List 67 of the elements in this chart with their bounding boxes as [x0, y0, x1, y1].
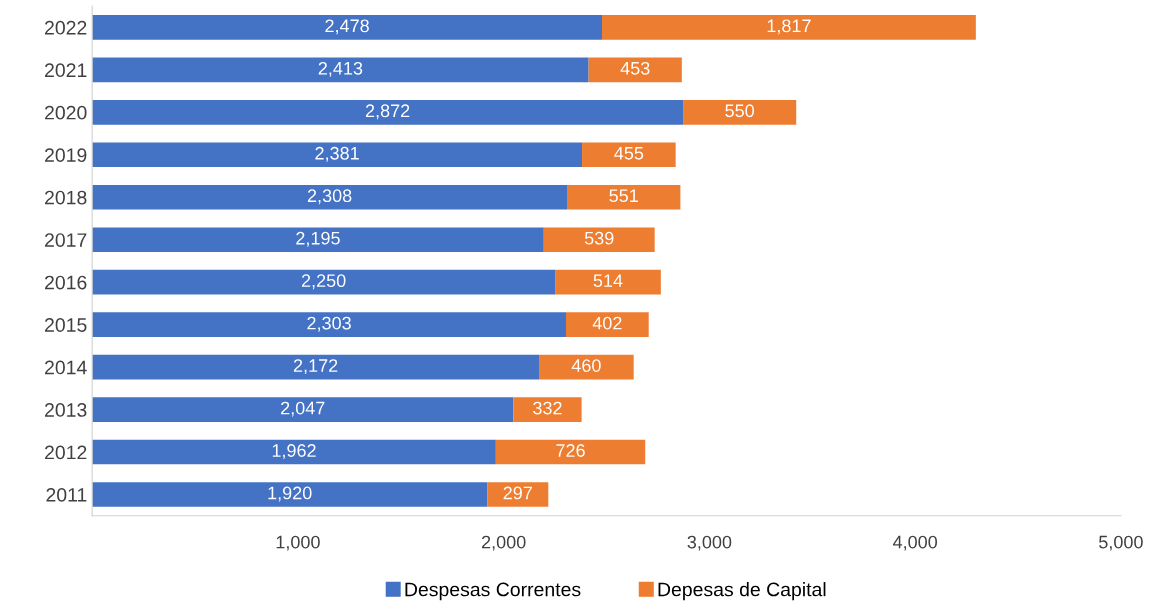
y-tick-label: 2013 — [45, 403, 87, 417]
y-tick-label: 2015 — [45, 318, 87, 332]
y-tick-label: 2020 — [45, 105, 87, 120]
bar — [683, 100, 797, 125]
data-label: 1,817 — [767, 19, 811, 35]
y-tick-label: 2017 — [45, 233, 87, 247]
y-tick-label: 2016 — [45, 275, 87, 290]
x-tick-label: 1,000 — [276, 535, 320, 551]
data-label: 550 — [725, 104, 754, 118]
x-tick-label: 3,000 — [687, 535, 732, 551]
bar — [588, 57, 682, 83]
data-label: 2,413 — [318, 61, 363, 77]
bar — [92, 269, 556, 295]
legend-label: Depesas de Capital — [658, 582, 826, 601]
bar — [513, 397, 582, 422]
bar — [92, 57, 589, 83]
data-label: 2,195 — [296, 231, 340, 247]
data-label: 1,962 — [272, 444, 316, 460]
data-label: 402 — [592, 316, 622, 330]
data-label: 551 — [609, 189, 638, 203]
bar — [92, 15, 602, 40]
x-tick-label: 4,000 — [892, 535, 938, 551]
x-tick-label: 2,000 — [481, 535, 526, 551]
bar — [539, 354, 634, 380]
data-label: 453 — [620, 61, 650, 75]
y-tick-label: 2022 — [45, 20, 87, 35]
bar — [566, 312, 649, 337]
bar — [92, 439, 496, 465]
bar — [567, 184, 681, 210]
data-label: 1,920 — [268, 486, 312, 502]
data-label: 2,478 — [325, 19, 369, 35]
bar — [487, 482, 549, 507]
bar — [92, 354, 540, 380]
data-label: 2,308 — [307, 189, 352, 205]
data-label: 297 — [503, 486, 532, 500]
bar — [555, 269, 661, 295]
bar — [92, 142, 583, 168]
bar — [92, 397, 514, 422]
data-label: 2,381 — [315, 146, 359, 162]
y-tick-label: 2018 — [45, 190, 87, 205]
bar — [92, 312, 566, 337]
bar — [92, 482, 488, 507]
data-label: 2,047 — [281, 401, 325, 417]
x-tick-label: 5,000 — [1099, 535, 1143, 551]
data-label: 2,250 — [301, 274, 346, 290]
y-tick-label: 2021 — [45, 63, 87, 78]
bar — [602, 15, 976, 40]
bar — [495, 439, 646, 465]
y-tick-label: 2014 — [45, 360, 87, 375]
bar — [92, 100, 684, 125]
y-tick-label: 2011 — [46, 487, 87, 502]
bar — [543, 227, 655, 253]
data-label: 2,303 — [307, 316, 351, 332]
data-label: 332 — [533, 401, 562, 415]
data-label: 2,872 — [365, 104, 410, 120]
data-label: 455 — [614, 147, 644, 160]
y-tick-label: 2019 — [45, 148, 87, 163]
bar — [92, 184, 568, 210]
bar — [582, 142, 676, 168]
y-tick-label: 2012 — [45, 445, 87, 460]
data-label: 726 — [556, 444, 585, 457]
data-label: 514 — [593, 274, 623, 288]
bar — [92, 227, 544, 253]
data-label: 460 — [571, 359, 601, 372]
data-label: 2,172 — [293, 359, 338, 375]
legend-label: Despesas Correntes — [405, 582, 581, 601]
data-label: 539 — [584, 231, 614, 245]
